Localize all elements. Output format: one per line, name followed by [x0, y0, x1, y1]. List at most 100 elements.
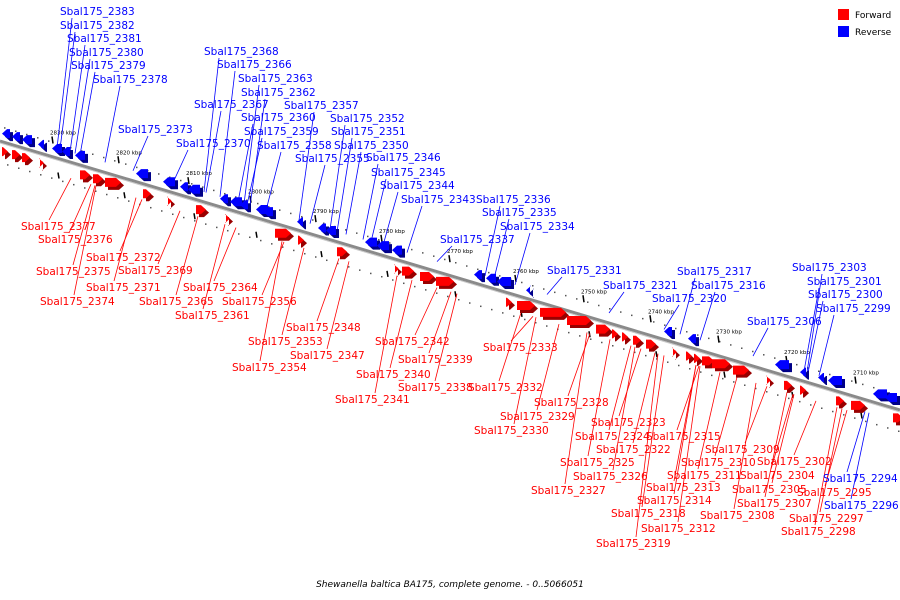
guide-dot [172, 213, 174, 216]
guide-dot [821, 407, 823, 409]
forward-gene-arrow [80, 170, 93, 183]
leader-line [803, 287, 820, 372]
leader-line [699, 291, 716, 341]
guide-dot [469, 302, 471, 304]
forward-gene-arrow [22, 153, 33, 166]
guide-dot [202, 186, 204, 188]
leader-line [113, 197, 137, 282]
reverse-gene-arrow [365, 237, 380, 250]
guide-dot [323, 222, 325, 225]
forward-gene-arrow [298, 235, 307, 248]
guide-dot [51, 177, 53, 179]
leader-line [79, 71, 96, 155]
scale-ticks: 2830 kbp 2820 kbp 2810 kbp 2800 kbp 2790 kbp… [50, 131, 879, 419]
forward-gene-arrow [694, 353, 703, 366]
tick-label: 2730 kbp [716, 330, 742, 336]
forward-gene-label: Sbal175_2315 [646, 431, 721, 443]
reverse-gene-arrow [377, 241, 392, 254]
leader-line [73, 185, 97, 296]
forward-gene-arrow [93, 174, 106, 187]
guide-dot [763, 354, 765, 356]
forward-gene-label: Sbal175_2338 [398, 382, 473, 394]
tick-mark [454, 291, 457, 298]
forward-gene-arrow [506, 297, 515, 310]
reverse-gene-arrow [486, 273, 499, 286]
tick-label: 2720 kbp [784, 350, 810, 356]
guide-dot [466, 265, 468, 267]
guide-dot [312, 219, 314, 221]
forward-gene-arrow [766, 375, 774, 388]
forward-gene-label: Sbal175_2353 [248, 336, 323, 348]
leader-line [68, 184, 92, 234]
guide-dot [865, 420, 867, 423]
leader-line [514, 232, 531, 286]
guide-dot [568, 331, 570, 334]
guide-dot [590, 338, 592, 340]
guide-dot [862, 383, 864, 386]
guide-dot [205, 223, 207, 225]
leader-line [814, 407, 838, 526]
forward-gene-label: Sbal175_2341 [335, 394, 410, 406]
reverse-gene-arrow [240, 200, 251, 213]
tick-label: 2760 kbp [513, 269, 539, 275]
forward-gene-label: Sbal175_2377 [21, 221, 96, 233]
guide-dot [532, 285, 534, 287]
guide-dot [293, 249, 295, 252]
guide-dot [180, 179, 182, 182]
guide-dot [777, 394, 779, 396]
reverse-gene-label: Sbal175_2382 [60, 20, 135, 32]
reverse-gene-label: Sbal175_2363 [238, 73, 313, 85]
guide-dot [686, 331, 688, 333]
guide-dot [378, 238, 380, 241]
forward-gene-label: Sbal175_2342 [375, 336, 450, 348]
leader-line [714, 377, 738, 457]
forward-gene-arrow [540, 307, 569, 320]
guide-dot [664, 324, 666, 326]
tick-mark [448, 255, 451, 263]
guide-dot [26, 133, 28, 136]
forward-gene-label: Sbal175_2312 [641, 523, 716, 535]
forward-gene-label: Sbal175_2339 [398, 354, 473, 366]
guide-dot [458, 298, 460, 301]
reverse-gene-arrow [75, 150, 88, 163]
forward-gene-label: Sbal175_2374 [40, 296, 115, 308]
guide-dot [304, 252, 306, 255]
reverse-gene-label: Sbal175_2368 [204, 46, 279, 58]
leader-line [679, 277, 696, 335]
guide-dot [95, 190, 97, 192]
guide-dot [631, 314, 633, 317]
forward-gene-arrow [394, 264, 402, 277]
reverse-gene-label: Sbal175_2335 [482, 207, 557, 219]
reverse-gene-label: Sbal175_2306 [747, 316, 822, 328]
leader-line [546, 276, 563, 295]
tick-mark [51, 136, 54, 144]
guide-dot [4, 127, 6, 129]
reverse-gene-label: Sbal175_2301 [807, 276, 882, 288]
guide-dot [535, 322, 537, 324]
guide-dot [711, 374, 713, 377]
tick-mark [314, 215, 317, 223]
forward-gene-label: Sbal175_2371 [86, 282, 161, 294]
leader-line [309, 164, 326, 224]
guide-dot [796, 363, 798, 366]
forward-gene-label: Sbal175_2340 [356, 369, 431, 381]
guide-dot [337, 262, 339, 265]
tick-mark [723, 371, 726, 378]
leader-line [510, 316, 534, 342]
guide-dot [213, 189, 215, 192]
leader-line [663, 304, 680, 330]
reverse-gene-label: Sbal175_2299 [816, 303, 891, 315]
reverse-gene-label: Sbal175_2359 [244, 126, 319, 138]
forward-gene-label: Sbal175_2369 [118, 265, 193, 277]
guide-dot [502, 312, 504, 314]
forward-gene-label: Sbal175_2304 [740, 470, 815, 482]
reverse-gene-arrow [297, 217, 306, 230]
reverse-gene-label: Sbal175_2355 [295, 153, 370, 165]
guide-dot [106, 193, 108, 196]
leader-line [406, 205, 423, 253]
leader-line [824, 410, 848, 487]
reverse-gene-label: Sbal175_2334 [500, 221, 575, 233]
guide-dot [411, 248, 413, 251]
guide-dot [851, 380, 853, 382]
guide-dot [414, 285, 416, 288]
